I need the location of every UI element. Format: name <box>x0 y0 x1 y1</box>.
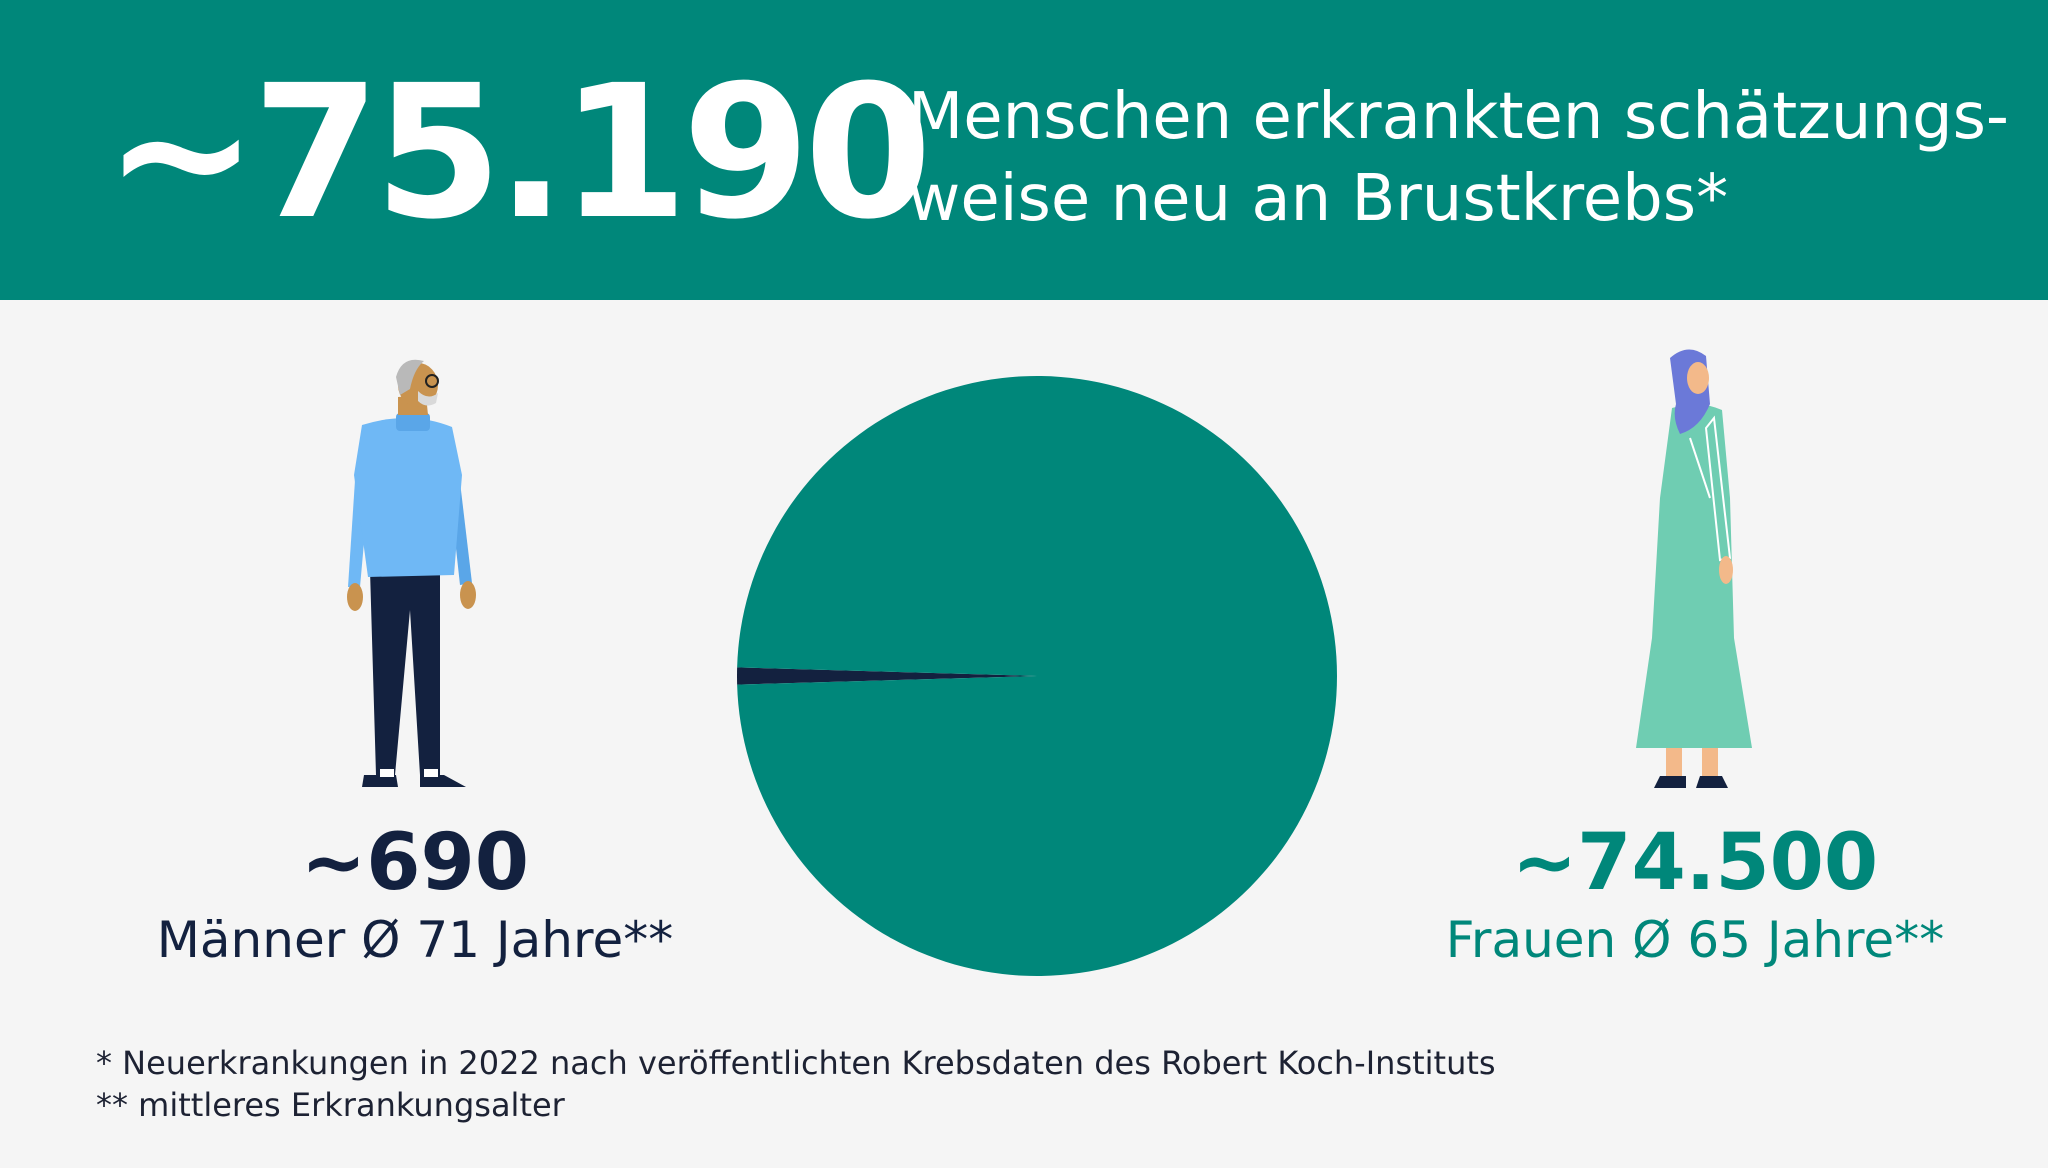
women-value: ~74.500 <box>1511 818 1879 908</box>
headline-line-1: Menschen erkrankten schätzungs- <box>908 80 2009 154</box>
footnote-1: * Neuerkrankungen in 2022 nach veröffent… <box>96 1044 1496 1082</box>
header-banner: ~75.190 Menschen erkrankten schätzungs- … <box>0 0 2048 300</box>
footnotes: * Neuerkrankungen in 2022 nach veröffent… <box>96 1042 1496 1126</box>
men-value: ~690 <box>300 818 530 908</box>
men-stat: ~690 Männer Ø 71 Jahre** <box>130 818 700 972</box>
women-stat: ~74.500 Frauen Ø 65 Jahre** <box>1395 818 1995 972</box>
footnote-2: ** mittleres Erkrankungsalter <box>96 1086 565 1124</box>
man-figure-icon <box>347 359 476 787</box>
women-label: Frauen Ø 65 Jahre** <box>1445 911 1945 969</box>
headline-line-2: weise neu an Brustkrebs* <box>908 162 1729 236</box>
pie-slice-frauen <box>737 376 1337 977</box>
total-cases-value: ~75.190 <box>104 46 932 260</box>
pie-slice-männer <box>737 667 1037 685</box>
headline: Menschen erkrankten schätzungs- weise ne… <box>908 76 2009 240</box>
men-label: Männer Ø 71 Jahre** <box>156 911 674 969</box>
woman-figure-icon <box>1636 349 1752 788</box>
